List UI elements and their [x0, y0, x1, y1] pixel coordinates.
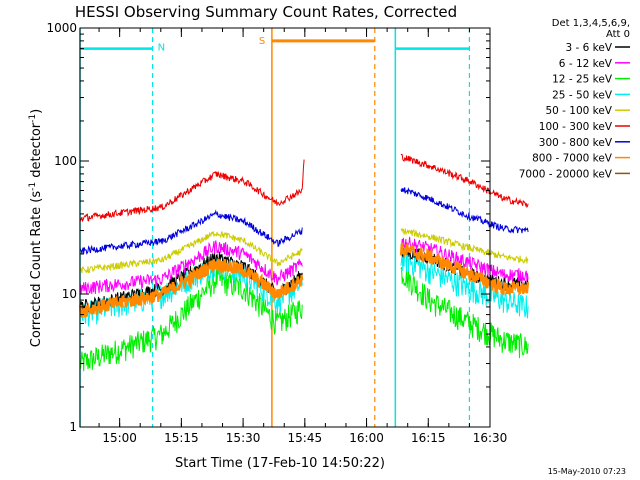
legend-entry-label: 50 - 100 keV [545, 105, 612, 117]
legend-entry-label: 100 - 300 keV [539, 121, 613, 133]
legend-entry-label: 25 - 50 keV [552, 89, 613, 101]
legend-entry-label: 7000 - 20000 keV [519, 168, 613, 180]
legend: Det 1,3,4,5,6,9,Att 0 3 - 6 keV 6 - 12 keV… [519, 18, 630, 180]
legend-entry-label: 12 - 25 keV [552, 74, 613, 86]
y-tick-label: 1000 [46, 21, 77, 35]
x-tick-label: 15:15 [164, 431, 199, 445]
plot-area [80, 28, 490, 427]
series-line-100to300keV [400, 153, 529, 209]
series-line-300to800keV [79, 209, 303, 255]
series-line-12to25keV [79, 268, 303, 372]
legend-entry-label: 300 - 800 keV [539, 137, 613, 149]
night-label: N [158, 43, 165, 54]
y-tick-label: 100 [54, 154, 77, 168]
x-tick-label: 16:30 [473, 431, 508, 445]
generation-timestamp: 15-May-2010 07:23 [548, 467, 626, 476]
axis-layer: 1 10 100 1000 15:00 15:15 15:30 15:45 16:00 16:15… [46, 21, 507, 445]
series-line-25to50keV [400, 246, 529, 319]
x-tick-label: 15:45 [288, 431, 323, 445]
saa-label: S [259, 36, 265, 47]
series-line-6to12keV [79, 240, 303, 295]
legend-entry-label: 6 - 12 keV [559, 58, 613, 70]
x-tick-label: 15:30 [226, 431, 261, 445]
series-line-100to300keV [79, 159, 305, 223]
legend-entry-label: 800 - 7000 keV [532, 153, 613, 165]
x-tick-label: 16:00 [349, 431, 384, 445]
plot-background [80, 28, 490, 427]
series-line-6to12keV [400, 236, 529, 284]
series-line-800to7000keV [399, 242, 530, 298]
plot-frame [79, 27, 491, 428]
x-tick-label: 15:00 [102, 431, 137, 445]
x-tick-label: 16:15 [411, 431, 446, 445]
y-tick-label: 10 [62, 287, 77, 301]
series-line-800to7000keV [78, 258, 304, 318]
series-line-50to100keV [400, 227, 529, 264]
series-line-50to100keV [79, 231, 303, 274]
y-axis-label: Corrected Count Rate (s-1 detector-1) [28, 109, 44, 347]
legend-entry-label: 3 - 6 keV [565, 42, 612, 54]
chart-title: HESSI Observing Summary Count Rates, Cor… [75, 3, 457, 21]
series-layer [78, 153, 530, 372]
y-tick-label: 1 [69, 420, 77, 434]
legend-title: Att 0 [606, 29, 630, 40]
x-axis-label: Start Time (17-Feb-10 14:50:22) [175, 456, 385, 471]
series-line-300to800keV [400, 187, 529, 234]
series-line-12to25keV [400, 267, 529, 359]
legend-title: Det 1,3,4,5,6,9, [552, 18, 630, 29]
